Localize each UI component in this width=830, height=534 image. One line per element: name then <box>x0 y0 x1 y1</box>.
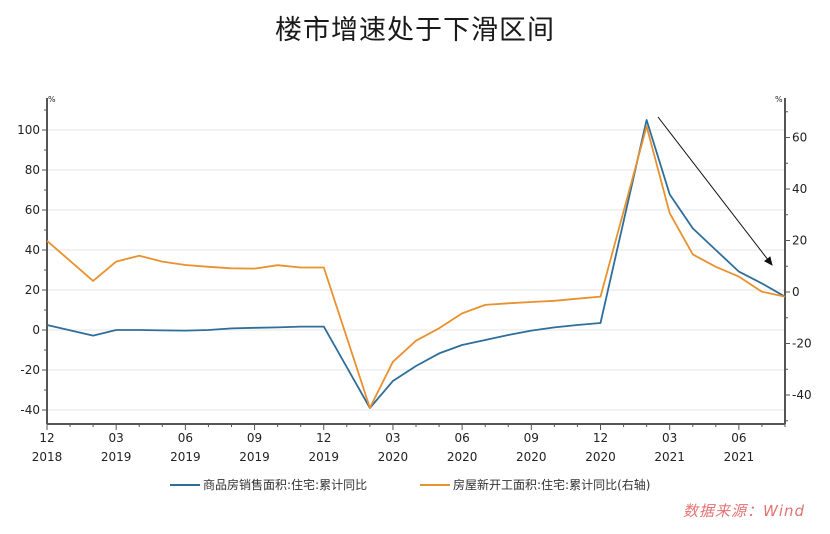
svg-text:2020: 2020 <box>447 450 478 464</box>
svg-text:80: 80 <box>25 163 40 177</box>
legend-label: 房屋新开工面积:住宅:累计同比(右轴) <box>453 478 651 492</box>
svg-text:09: 09 <box>247 431 262 445</box>
svg-text:0: 0 <box>32 323 40 337</box>
svg-text:60: 60 <box>792 131 807 145</box>
svg-text:09: 09 <box>524 431 539 445</box>
new-starts-line <box>46 125 786 409</box>
svg-text:-40: -40 <box>792 388 812 402</box>
trend-arrow <box>657 116 773 266</box>
sales-area-line <box>46 119 786 409</box>
legend-swatch-orange <box>420 483 450 486</box>
svg-text:12: 12 <box>593 431 608 445</box>
svg-text:03: 03 <box>662 431 677 445</box>
svg-text:12: 12 <box>316 431 331 445</box>
svg-text:40: 40 <box>792 182 807 196</box>
svg-text:2019: 2019 <box>101 450 132 464</box>
svg-text:2019: 2019 <box>308 450 339 464</box>
svg-text:2019: 2019 <box>239 450 270 464</box>
svg-text:2019: 2019 <box>170 450 201 464</box>
svg-text:03: 03 <box>109 431 124 445</box>
legend-label: 商品房销售面积:住宅:累计同比 <box>203 478 368 492</box>
svg-text:2018: 2018 <box>32 450 63 464</box>
legend-swatch-blue <box>170 483 200 486</box>
svg-text:2020: 2020 <box>585 450 616 464</box>
legend-item-new-starts: 房屋新开工面积:住宅:累计同比(右轴) <box>420 476 650 493</box>
data-lines <box>46 119 786 409</box>
legend-item-sales-area: 商品房销售面积:住宅:累计同比 <box>170 476 367 493</box>
svg-text:20: 20 <box>792 234 807 248</box>
svg-text:03: 03 <box>385 431 400 445</box>
svg-text:2021: 2021 <box>724 450 755 464</box>
svg-text:-40: -40 <box>20 403 40 417</box>
svg-text:40: 40 <box>25 243 40 257</box>
svg-text:2020: 2020 <box>378 450 409 464</box>
svg-text:06: 06 <box>731 431 746 445</box>
svg-text:12: 12 <box>39 431 54 445</box>
source-watermark: 数据来源：Wind <box>683 502 806 520</box>
svg-text:06: 06 <box>454 431 469 445</box>
svg-text:2020: 2020 <box>516 450 547 464</box>
axes: 100 80 60 40 20 0 -20 -40 60 40 20 0 -20 -40% % 12 2018 0… <box>17 95 812 464</box>
svg-text:-20: -20 <box>20 363 40 377</box>
svg-text:%: % <box>775 95 783 104</box>
svg-text:100: 100 <box>17 123 40 137</box>
svg-text:%: % <box>48 95 56 104</box>
svg-text:20: 20 <box>25 283 40 297</box>
gridlines <box>47 129 785 411</box>
svg-text:06: 06 <box>178 431 193 445</box>
svg-text:60: 60 <box>25 203 40 217</box>
svg-text:0: 0 <box>792 285 800 299</box>
chart-title: 楼市增速处于下滑区间 <box>275 15 555 46</box>
svg-text:-20: -20 <box>792 337 812 351</box>
svg-text:2021: 2021 <box>654 450 685 464</box>
